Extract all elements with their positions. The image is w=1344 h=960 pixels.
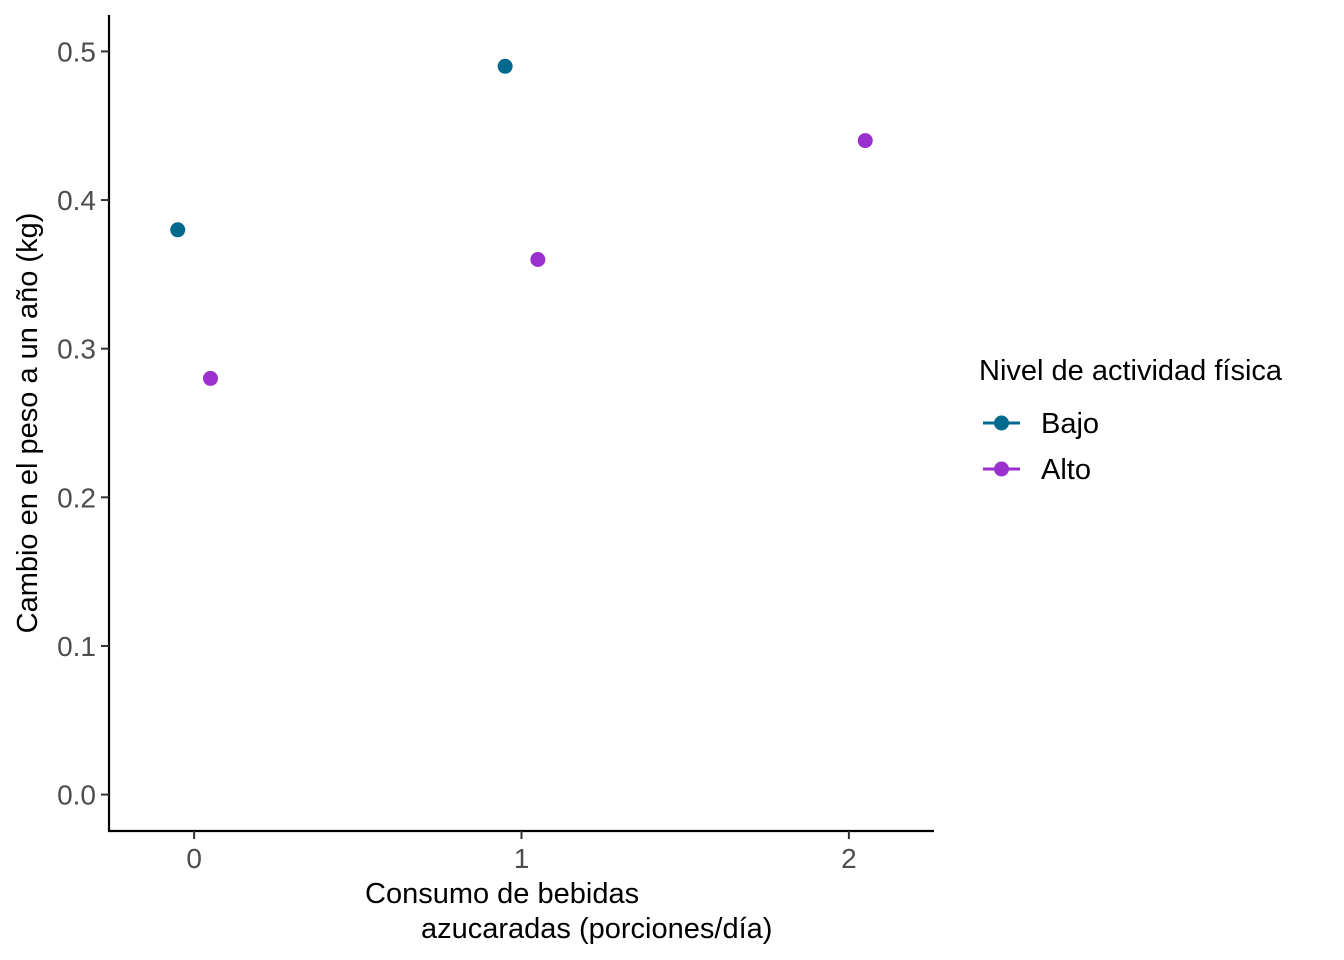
axes-layer — [107, 15, 934, 833]
legend-item-alto: Alto — [983, 454, 1091, 486]
y-tick-label: 0.5 — [57, 36, 96, 67]
y-tick-label: 0.2 — [57, 482, 96, 513]
legend-key-point — [994, 415, 1009, 431]
legend-key-point — [994, 461, 1009, 477]
data-point-bajo — [497, 58, 513, 74]
points-layer — [170, 58, 873, 386]
data-point-alto — [202, 370, 218, 386]
legend-label: Alto — [1041, 454, 1091, 486]
legend: Nivel de actividad física Bajo Alto — [979, 355, 1283, 486]
x-axis-title-line: azucaradas (porciones/día) — [421, 913, 772, 945]
x-tick-label: 1 — [514, 843, 530, 874]
y-tick-label: 0.4 — [57, 185, 96, 216]
x-ticks: 0 1 2 — [186, 831, 857, 874]
legend-items: Bajo Alto — [983, 408, 1099, 486]
y-tick-label: 0.0 — [57, 780, 96, 811]
y-tick-label: 0.3 — [57, 334, 96, 365]
legend-label: Bajo — [1041, 408, 1099, 440]
x-tick-label: 0 — [186, 843, 202, 874]
data-point-bajo — [170, 222, 186, 238]
x-axis-title-line: Consumo de bebidas — [365, 878, 639, 910]
y-axis-title: Cambio en el peso a un año (kg) — [12, 213, 44, 634]
x-axis-title: Consumo de bebidas azucaradas (porciones/… — [365, 878, 772, 945]
data-point-alto — [530, 252, 546, 268]
data-point-alto — [857, 133, 873, 149]
legend-title: Nivel de actividad física — [979, 355, 1283, 387]
y-ticks: 0.0 0.1 0.2 0.3 0.4 0.5 — [57, 36, 109, 811]
legend-item-bajo: Bajo — [983, 408, 1099, 440]
y-tick-label: 0.1 — [57, 631, 96, 662]
x-tick-label: 2 — [841, 843, 857, 874]
